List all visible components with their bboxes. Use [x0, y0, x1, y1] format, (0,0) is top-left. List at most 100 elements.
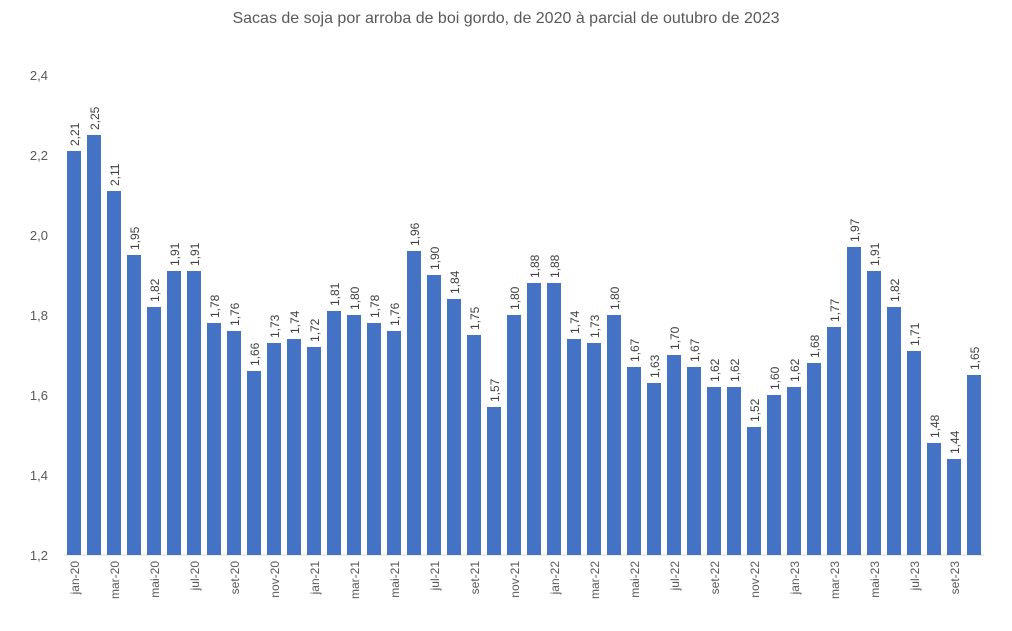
x-tick-label: mai-21 [388, 561, 402, 598]
bar [167, 271, 181, 555]
data-label: 1,72 [308, 318, 322, 342]
bar [967, 375, 981, 555]
x-tick-label: mar-21 [348, 561, 362, 599]
bar [407, 251, 421, 555]
bar [347, 315, 361, 555]
y-tick-label: 1,6 [30, 388, 48, 403]
y-tick-label: 1,2 [30, 548, 48, 563]
y-tick-label: 1,8 [30, 308, 48, 323]
x-tick-label: mar-20 [108, 561, 122, 599]
x-tick-label: nov-20 [268, 561, 282, 598]
bar [807, 363, 821, 555]
data-label: 2,25 [88, 106, 102, 130]
data-label: 1,70 [668, 326, 682, 350]
bar [547, 283, 561, 555]
data-label: 1,91 [868, 242, 882, 266]
data-label: 1,74 [568, 310, 582, 334]
bar [887, 307, 901, 555]
x-tick-label: jan-22 [548, 561, 562, 596]
y-tick-label: 2,4 [30, 68, 48, 83]
bar [867, 271, 881, 555]
chart-title: Sacas de soja por arroba de boi gordo, d… [232, 10, 780, 27]
bar [607, 315, 621, 555]
x-tick-label: nov-22 [748, 561, 762, 598]
bar [567, 339, 581, 555]
bar [947, 459, 961, 555]
data-label: 1,78 [208, 294, 222, 318]
data-label: 1,66 [248, 342, 262, 366]
data-label: 1,88 [548, 254, 562, 278]
data-label: 1,77 [828, 298, 842, 322]
data-label: 1,80 [608, 286, 622, 310]
bar [527, 283, 541, 555]
bar [787, 387, 801, 555]
data-label: 1,81 [328, 282, 342, 306]
data-label: 1,97 [848, 218, 862, 242]
bar [447, 299, 461, 555]
bar [307, 347, 321, 555]
bar [367, 323, 381, 555]
bar [67, 151, 81, 555]
data-label: 1,82 [148, 278, 162, 302]
bar [247, 371, 261, 555]
data-label: 1,91 [168, 242, 182, 266]
data-label: 1,73 [588, 314, 602, 338]
data-label: 1,80 [508, 286, 522, 310]
bar [647, 383, 661, 555]
bar [827, 327, 841, 555]
data-label: 1,76 [388, 302, 402, 326]
bar [107, 191, 121, 555]
data-label: 1,62 [728, 358, 742, 382]
data-label: 1,62 [788, 358, 802, 382]
x-tick-label: jan-21 [308, 561, 322, 596]
data-label: 1,65 [968, 346, 982, 370]
bar [927, 443, 941, 555]
bar [687, 367, 701, 555]
data-label: 2,21 [68, 122, 82, 146]
y-tick-label: 2,0 [30, 228, 48, 243]
data-label: 1,67 [628, 338, 642, 362]
x-tick-label: mar-23 [828, 561, 842, 599]
x-tick-label: set-23 [948, 561, 962, 595]
bar [907, 351, 921, 555]
data-label: 1,90 [428, 246, 442, 270]
x-tick-label: jul-20 [188, 561, 202, 592]
bar [727, 387, 741, 555]
data-label: 1,60 [768, 366, 782, 390]
bar [427, 275, 441, 555]
data-label: 1,52 [748, 398, 762, 422]
data-label: 1,74 [288, 310, 302, 334]
x-tick-label: mai-23 [868, 561, 882, 598]
data-label: 1,84 [448, 270, 462, 294]
data-label: 1,44 [948, 430, 962, 454]
data-label: 1,76 [228, 302, 242, 326]
x-tick-label: jul-22 [668, 561, 682, 592]
bar [287, 339, 301, 555]
data-label: 1,80 [348, 286, 362, 310]
bar [147, 307, 161, 555]
bar [627, 367, 641, 555]
bar [267, 343, 281, 555]
bar [587, 343, 601, 555]
data-label: 1,71 [908, 322, 922, 346]
x-tick-label: jul-21 [428, 561, 442, 592]
bar [667, 355, 681, 555]
y-tick-label: 2,2 [30, 148, 48, 163]
bar [227, 331, 241, 555]
x-tick-label: jan-20 [68, 561, 82, 596]
data-label: 1,73 [268, 314, 282, 338]
data-label: 1,78 [368, 294, 382, 318]
bar [387, 331, 401, 555]
data-label: 1,82 [888, 278, 902, 302]
bar [467, 335, 481, 555]
bar [187, 271, 201, 555]
data-label: 1,96 [408, 222, 422, 246]
x-tick-label: mai-22 [628, 561, 642, 598]
data-label: 1,57 [488, 378, 502, 402]
bar [487, 407, 501, 555]
bar [747, 427, 761, 555]
data-label: 1,91 [188, 242, 202, 266]
data-label: 1,67 [688, 338, 702, 362]
y-tick-label: 1,4 [30, 468, 48, 483]
